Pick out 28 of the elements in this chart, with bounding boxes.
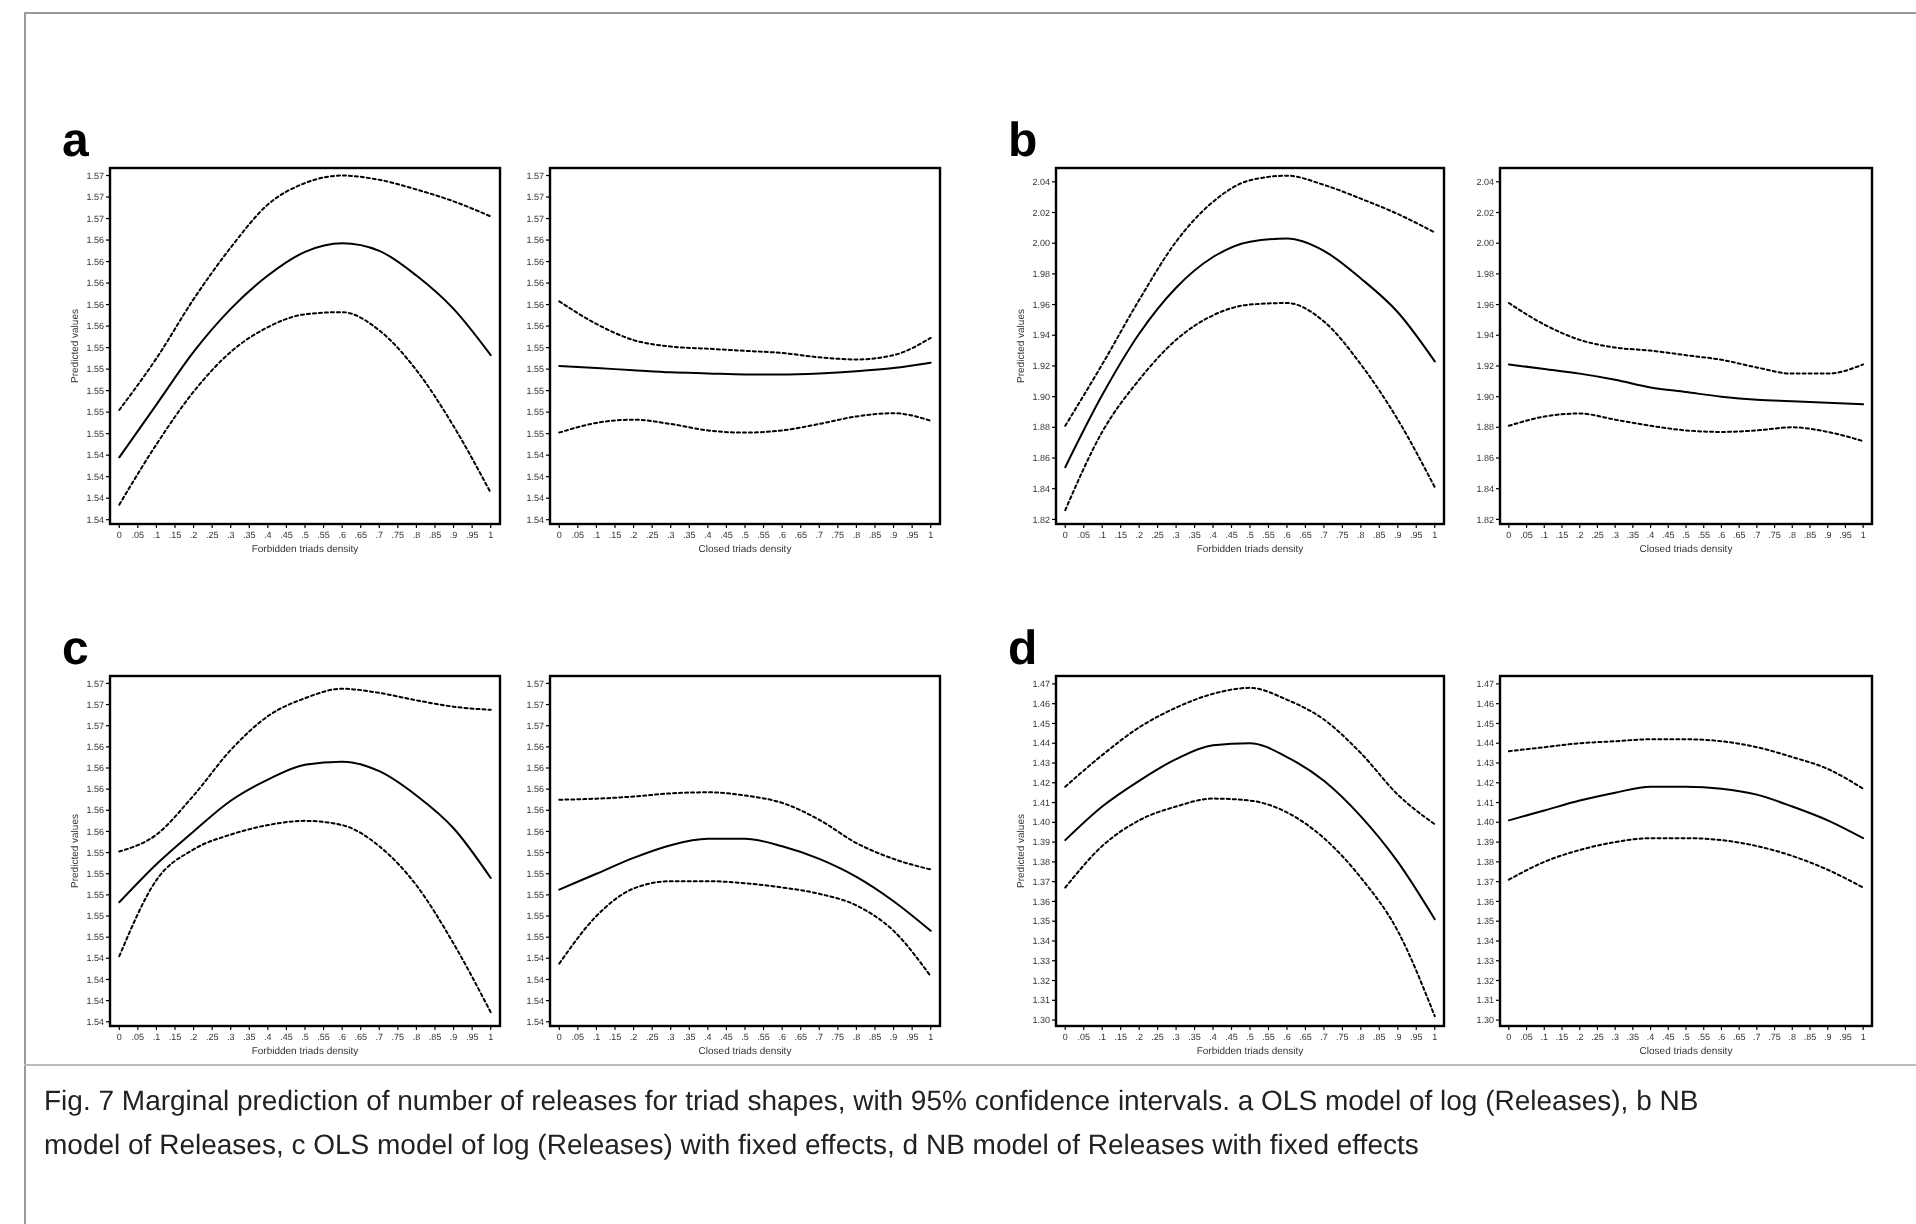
line-series [1064,302,1436,512]
line-series [558,880,932,978]
line-series [118,311,492,506]
line-series [1064,742,1436,921]
line-series [118,760,492,904]
line-series [1507,363,1865,406]
line-series [1064,174,1436,427]
line-series [558,791,932,871]
line-series [1507,837,1865,889]
line-series [118,242,492,459]
caption: Fig. 7 Marginal prediction of number of releases for triad shapes, with 95% confidence intervals. a OLS model of log (Releases), b NB model of Releases, c OLS model of log (Releases) with fixed effects, d NB model of Releases with fixed effects [44,1084,1699,1160]
line-series [558,412,932,434]
line-series [1507,738,1865,790]
chart-title: d [1008,622,1038,676]
chart-title: c [62,622,89,676]
line-series [118,819,492,1014]
line-series [558,837,932,932]
line-series [558,300,932,361]
chart-title: a [62,114,90,168]
line-series [1507,302,1865,375]
line-series [1064,686,1436,826]
line-series [1507,785,1865,840]
line-series [118,687,492,853]
line-series [1064,237,1436,469]
line-series [118,174,492,411]
line-series [1507,412,1865,443]
line-series [1064,797,1436,1018]
chart-title: b [1008,114,1038,168]
